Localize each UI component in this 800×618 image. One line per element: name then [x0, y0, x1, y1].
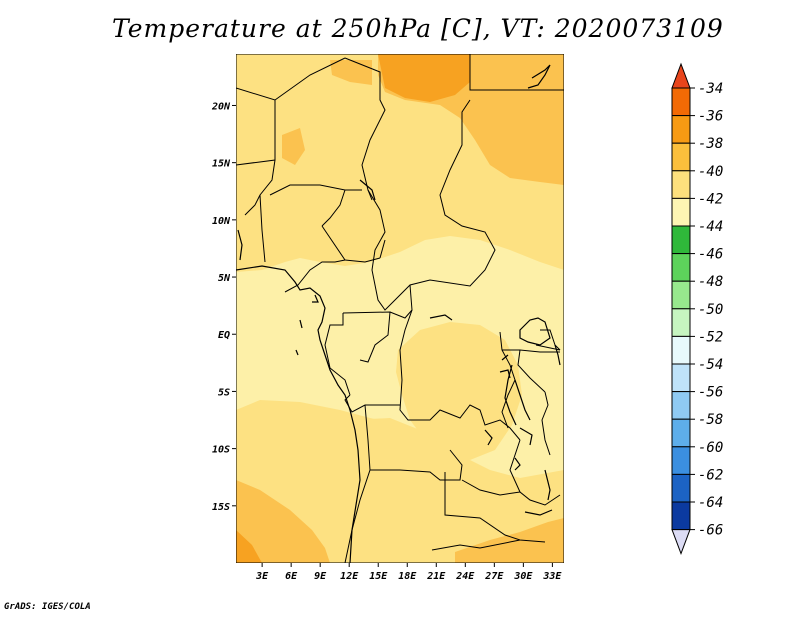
field-level-38-south-east: [455, 518, 564, 563]
colorbar-segment: [671, 418, 691, 448]
colorbar-level-label: -58: [698, 412, 723, 428]
lon-tick-label: 3E: [255, 571, 269, 582]
colorbar-level-label: -42: [698, 191, 723, 207]
lat-tick-label: EQ: [218, 330, 230, 341]
colorbar-level-label: -46: [698, 247, 723, 263]
colorbar-level-label: -52: [698, 329, 723, 345]
temperature-map: [236, 54, 564, 563]
colorbar-level-label: -66: [698, 523, 723, 539]
colorbar-bottom-triangle: [671, 529, 691, 556]
colorbar-segment: [671, 115, 691, 144]
colorbar-level-label: -56: [698, 385, 723, 401]
colorbar-segment: [671, 197, 691, 227]
field-level-38-west-patch: [282, 128, 305, 165]
colorbar-segment: [671, 142, 691, 172]
lon-tick-label: 15E: [369, 571, 388, 582]
chart-title: Temperature at 250hPa [C], VT: 202007310…: [112, 14, 724, 43]
lat-tick-label: 5N: [218, 273, 231, 284]
colorbar-level-label: -64: [698, 495, 723, 511]
lon-tick-label: 18E: [398, 571, 417, 582]
lat-tick-label: 5S: [218, 387, 230, 398]
field-level-36-northeast: [378, 54, 470, 102]
colorbar-level-label: -34: [698, 81, 723, 97]
colorbar-level-label: -50: [698, 302, 723, 318]
colorbar-segment: [671, 501, 691, 531]
lon-tick-label: 12E: [340, 571, 359, 582]
field-level-40-congo: [396, 322, 522, 460]
grads-credit: GrADS: IGES/COLA: [4, 602, 91, 612]
lon-tick-label: 33E: [542, 571, 562, 582]
colorbar-level-label: -62: [698, 467, 723, 483]
colorbar-level-label: -38: [698, 136, 723, 152]
colorbar-segment: [671, 473, 691, 503]
field-level-40-angola: [348, 418, 448, 528]
field-level-38-southwest: [236, 480, 330, 563]
longitude-axis: 3E 6E 9E 12E 15E 18E 21E 24E 27E 30E 33E: [255, 563, 562, 582]
colorbar-segment: [671, 446, 691, 475]
coastlines: [236, 64, 561, 563]
colorbar-level-label: -60: [698, 440, 723, 456]
colorbar-segment: [671, 225, 691, 255]
colorbar-segment: [671, 170, 691, 199]
colorbar-level-label: -40: [698, 164, 723, 180]
latitude-axis: 20N 15N 10N 5N EQ 5S 10S 15S: [211, 101, 236, 513]
lon-tick-label: 27E: [484, 571, 504, 582]
field-level-36-corner: [236, 530, 262, 563]
lon-tick-label: 30E: [513, 571, 533, 582]
lat-tick-label: 10N: [212, 216, 231, 227]
colorbar-segment: [671, 391, 691, 420]
colorbar-segment: [671, 363, 691, 393]
lat-tick-label: 20N: [211, 101, 231, 112]
colorbar-segment: [671, 87, 691, 117]
lon-tick-label: 21E: [426, 571, 446, 582]
colorbar-level-label: -48: [698, 274, 723, 290]
colorbar-segment: [671, 253, 691, 282]
lat-tick-label: 15N: [212, 159, 231, 170]
field-level-38-north: [330, 60, 372, 85]
lon-tick-label: 24E: [455, 571, 475, 582]
lon-tick-label: 9E: [314, 571, 327, 582]
colorbar-segment: [671, 335, 691, 365]
colorbar-level-label: -44: [698, 219, 723, 235]
lat-tick-label: 10S: [212, 445, 230, 456]
colorbar-level-label: -54: [698, 357, 723, 373]
colorbar-segment: [671, 280, 691, 310]
colorbar-top-triangle: [671, 62, 691, 89]
colorbar-segment: [671, 308, 691, 337]
lat-tick-label: 15S: [212, 502, 230, 513]
colorbar: -34 -36 -38 -40 -42 -44 -46 -48 -50 -52 -54 -56 -58 -…: [671, 62, 723, 556]
lon-tick-label: 6E: [285, 571, 298, 582]
colorbar-level-label: -36: [698, 109, 723, 125]
